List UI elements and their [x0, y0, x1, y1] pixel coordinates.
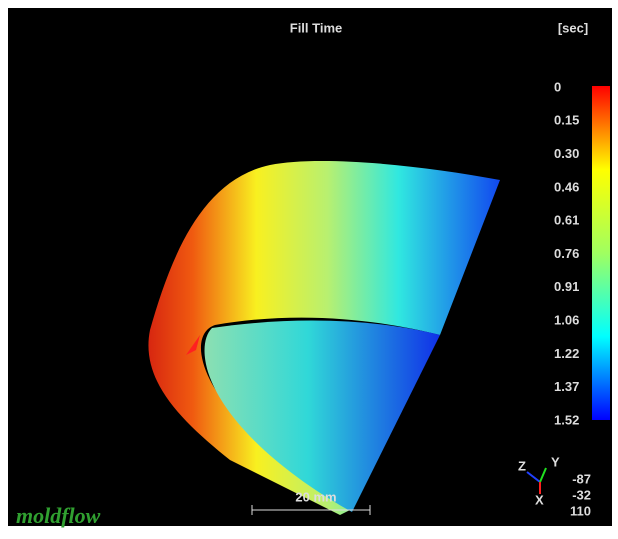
view-value: -87	[572, 471, 591, 486]
logo: moldflow	[16, 503, 101, 528]
legend-label: 0.91	[554, 279, 579, 294]
legend-label: 0.61	[554, 213, 579, 228]
legend-label: 0	[554, 79, 561, 94]
axis-y-label: Y	[551, 454, 560, 469]
viewport: Fill Time [sec] 0 0.15 0.30 0.46 0.61 0.76 0.9…	[0, 0, 618, 534]
view-value: -32	[572, 487, 591, 502]
legend-label: 0.30	[554, 146, 579, 161]
legend-label: 0.46	[554, 179, 579, 194]
legend-label: 1.52	[554, 412, 579, 427]
legend-label: 0.76	[554, 246, 579, 261]
unit: [sec]	[558, 20, 588, 35]
legend-label: 1.06	[554, 313, 579, 328]
legend-label: 0.15	[554, 113, 579, 128]
color-scale	[592, 86, 610, 420]
title: Fill Time	[290, 20, 343, 35]
scale-bar-label: 20 mm	[295, 489, 336, 504]
axis-z-label: Z	[518, 458, 526, 473]
legend-label: 1.37	[554, 379, 579, 394]
legend-label: 1.22	[554, 346, 579, 361]
axis-x-label: X	[535, 492, 544, 507]
view-value: 110	[570, 503, 591, 518]
